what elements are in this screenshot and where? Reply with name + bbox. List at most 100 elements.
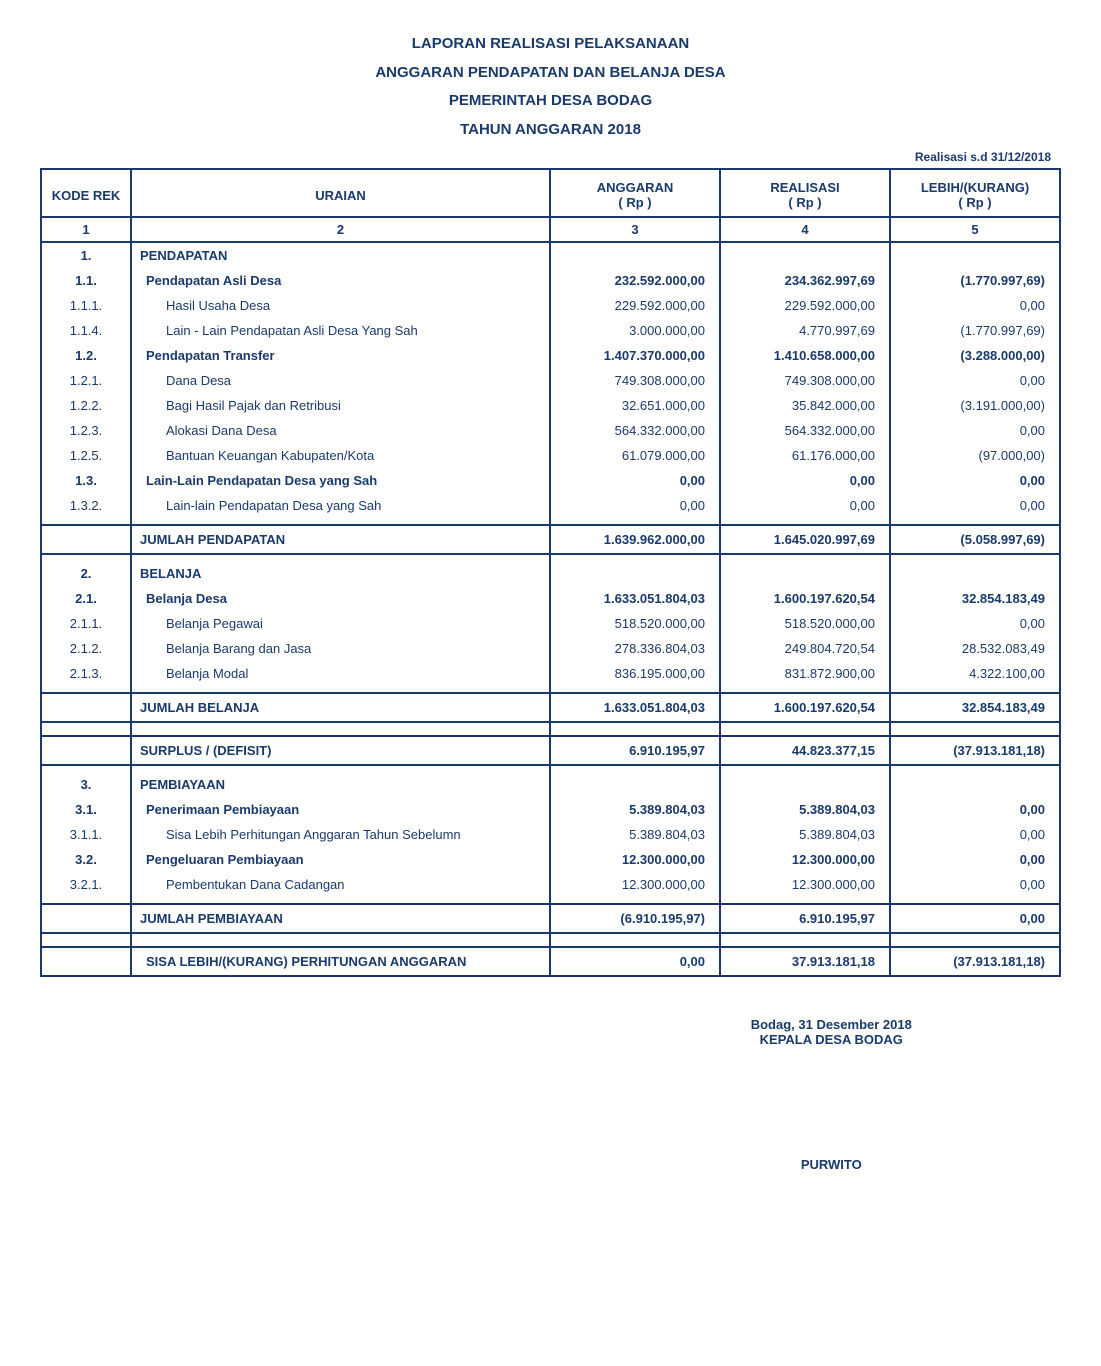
cell-uraian: Bagi Hasil Pajak dan Retribusi [131,393,550,418]
cell-value: 4.770.997,69 [720,318,890,343]
cell-value: 518.520.000,00 [720,611,890,636]
signature-block: Bodag, 31 Desember 2018 KEPALA DESA BODA… [602,1017,1061,1172]
title-line-1: LAPORAN REALISASI PELAKSANAAN [40,30,1061,59]
summary-row: SURPLUS / (DEFISIT)6.910.195,9744.823.37… [41,736,1060,765]
summary-label: JUMLAH BELANJA [131,693,550,722]
table-row: 1.2.3.Alokasi Dana Desa564.332.000,00564… [41,418,1060,443]
cell-uraian: BELANJA [131,561,550,586]
col-num-1: 1 [41,217,131,242]
cell-value: 61.079.000,00 [550,443,720,468]
table-row: 2.1.Belanja Desa1.633.051.804,031.600.19… [41,586,1060,611]
cell-value: 1.600.197.620,54 [720,586,890,611]
cell-value: 0,00 [890,847,1060,872]
cell-uraian: Dana Desa [131,368,550,393]
table-row: 1.3.2.Lain-lain Pendapatan Desa yang Sah… [41,493,1060,518]
cell-kode: 3. [41,772,131,797]
summary-label: SISA LEBIH/(KURANG) PERHITUNGAN ANGGARAN [131,947,550,976]
cell-value: (97.000,00) [890,443,1060,468]
cell-kode: 1.3.2. [41,493,131,518]
cell-uraian: PEMBIAYAAN [131,772,550,797]
cell-value [720,561,890,586]
col-num-4: 4 [720,217,890,242]
cell-kode: 1.2.1. [41,368,131,393]
table-row: 1.PENDAPATAN [41,242,1060,268]
cell-value [550,242,720,268]
summary-value: 44.823.377,15 [720,736,890,765]
col-header-anggaran: ANGGARAN( Rp ) [550,169,720,217]
cell-uraian: Lain-lain Pendapatan Desa yang Sah [131,493,550,518]
cell-value: 35.842.000,00 [720,393,890,418]
cell-uraian: Belanja Desa [131,586,550,611]
cell-value: 12.300.000,00 [550,847,720,872]
col-header-lebih: LEBIH/(KURANG)( Rp ) [890,169,1060,217]
cell-value: 1.410.658.000,00 [720,343,890,368]
cell-value: 32.651.000,00 [550,393,720,418]
cell-uraian: PENDAPATAN [131,242,550,268]
summary-value: 6.910.195,97 [550,736,720,765]
cell-kode: 2.1.2. [41,636,131,661]
table-row: 2.BELANJA [41,561,1060,586]
title-line-4: TAHUN ANGGARAN 2018 [40,116,1061,145]
cell-value: 232.592.000,00 [550,268,720,293]
table-row: 3.1.Penerimaan Pembiayaan5.389.804,035.3… [41,797,1060,822]
cell-value: 0,00 [890,872,1060,897]
cell-uraian: Belanja Pegawai [131,611,550,636]
cell-value: 0,00 [890,418,1060,443]
cell-uraian: Bantuan Keuangan Kabupaten/Kota [131,443,550,468]
cell-uraian: Hasil Usaha Desa [131,293,550,318]
summary-value: 1.645.020.997,69 [720,525,890,554]
cell-uraian: Belanja Modal [131,661,550,686]
cell-value: 5.389.804,03 [550,822,720,847]
cell-value: 229.592.000,00 [720,293,890,318]
cell-kode: 3.2.1. [41,872,131,897]
summary-value: 0,00 [890,904,1060,933]
cell-uraian: Lain - Lain Pendapatan Asli Desa Yang Sa… [131,318,550,343]
table-row: 2.1.2.Belanja Barang dan Jasa278.336.804… [41,636,1060,661]
summary-value: 1.600.197.620,54 [720,693,890,722]
cell-value: 61.176.000,00 [720,443,890,468]
table-row: 3.2.1.Pembentukan Dana Cadangan12.300.00… [41,872,1060,897]
title-line-2: ANGGARAN PENDAPATAN DAN BELANJA DESA [40,59,1061,88]
summary-label: JUMLAH PEMBIAYAAN [131,904,550,933]
title-line-3: PEMERINTAH DESA BODAG [40,87,1061,116]
col-header-kode: KODE REK [41,169,131,217]
table-body: 1.PENDAPATAN1.1.Pendapatan Asli Desa232.… [41,242,1060,976]
cell-value: 749.308.000,00 [720,368,890,393]
summary-row: SISA LEBIH/(KURANG) PERHITUNGAN ANGGARAN… [41,947,1060,976]
table-row: 2.1.3.Belanja Modal836.195.000,00831.872… [41,661,1060,686]
cell-value: 0,00 [890,493,1060,518]
cell-uraian: Alokasi Dana Desa [131,418,550,443]
cell-value: 32.854.183,49 [890,586,1060,611]
cell-uraian: Sisa Lebih Perhitungan Anggaran Tahun Se… [131,822,550,847]
cell-value: 0,00 [890,293,1060,318]
summary-value: (37.913.181,18) [890,736,1060,765]
cell-uraian: Lain-Lain Pendapatan Desa yang Sah [131,468,550,493]
table-row: 1.2.1.Dana Desa749.308.000,00749.308.000… [41,368,1060,393]
cell-value: 0,00 [550,468,720,493]
cell-value: 5.389.804,03 [550,797,720,822]
cell-kode: 1.1.4. [41,318,131,343]
cell-value: 836.195.000,00 [550,661,720,686]
summary-row: JUMLAH PEMBIAYAAN(6.910.195,97)6.910.195… [41,904,1060,933]
cell-value: 831.872.900,00 [720,661,890,686]
table-row: 1.3.Lain-Lain Pendapatan Desa yang Sah0,… [41,468,1060,493]
cell-value: (3.288.000,00) [890,343,1060,368]
cell-uraian: Pendapatan Asli Desa [131,268,550,293]
cell-kode: 3.1.1. [41,822,131,847]
summary-label: SURPLUS / (DEFISIT) [131,736,550,765]
cell-kode: 1.1.1. [41,293,131,318]
col-num-3: 3 [550,217,720,242]
summary-value: (37.913.181,18) [890,947,1060,976]
realization-date: Realisasi s.d 31/12/2018 [40,150,1061,164]
cell-value [890,242,1060,268]
cell-value: 28.532.083,49 [890,636,1060,661]
cell-value: 1.407.370.000,00 [550,343,720,368]
col-header-uraian: URAIAN [131,169,550,217]
cell-value: 0,00 [720,493,890,518]
col-num-2: 2 [131,217,550,242]
cell-kode: 1.1. [41,268,131,293]
cell-value: 4.322.100,00 [890,661,1060,686]
cell-kode: 3.2. [41,847,131,872]
cell-value: 234.362.997,69 [720,268,890,293]
cell-value: 3.000.000,00 [550,318,720,343]
